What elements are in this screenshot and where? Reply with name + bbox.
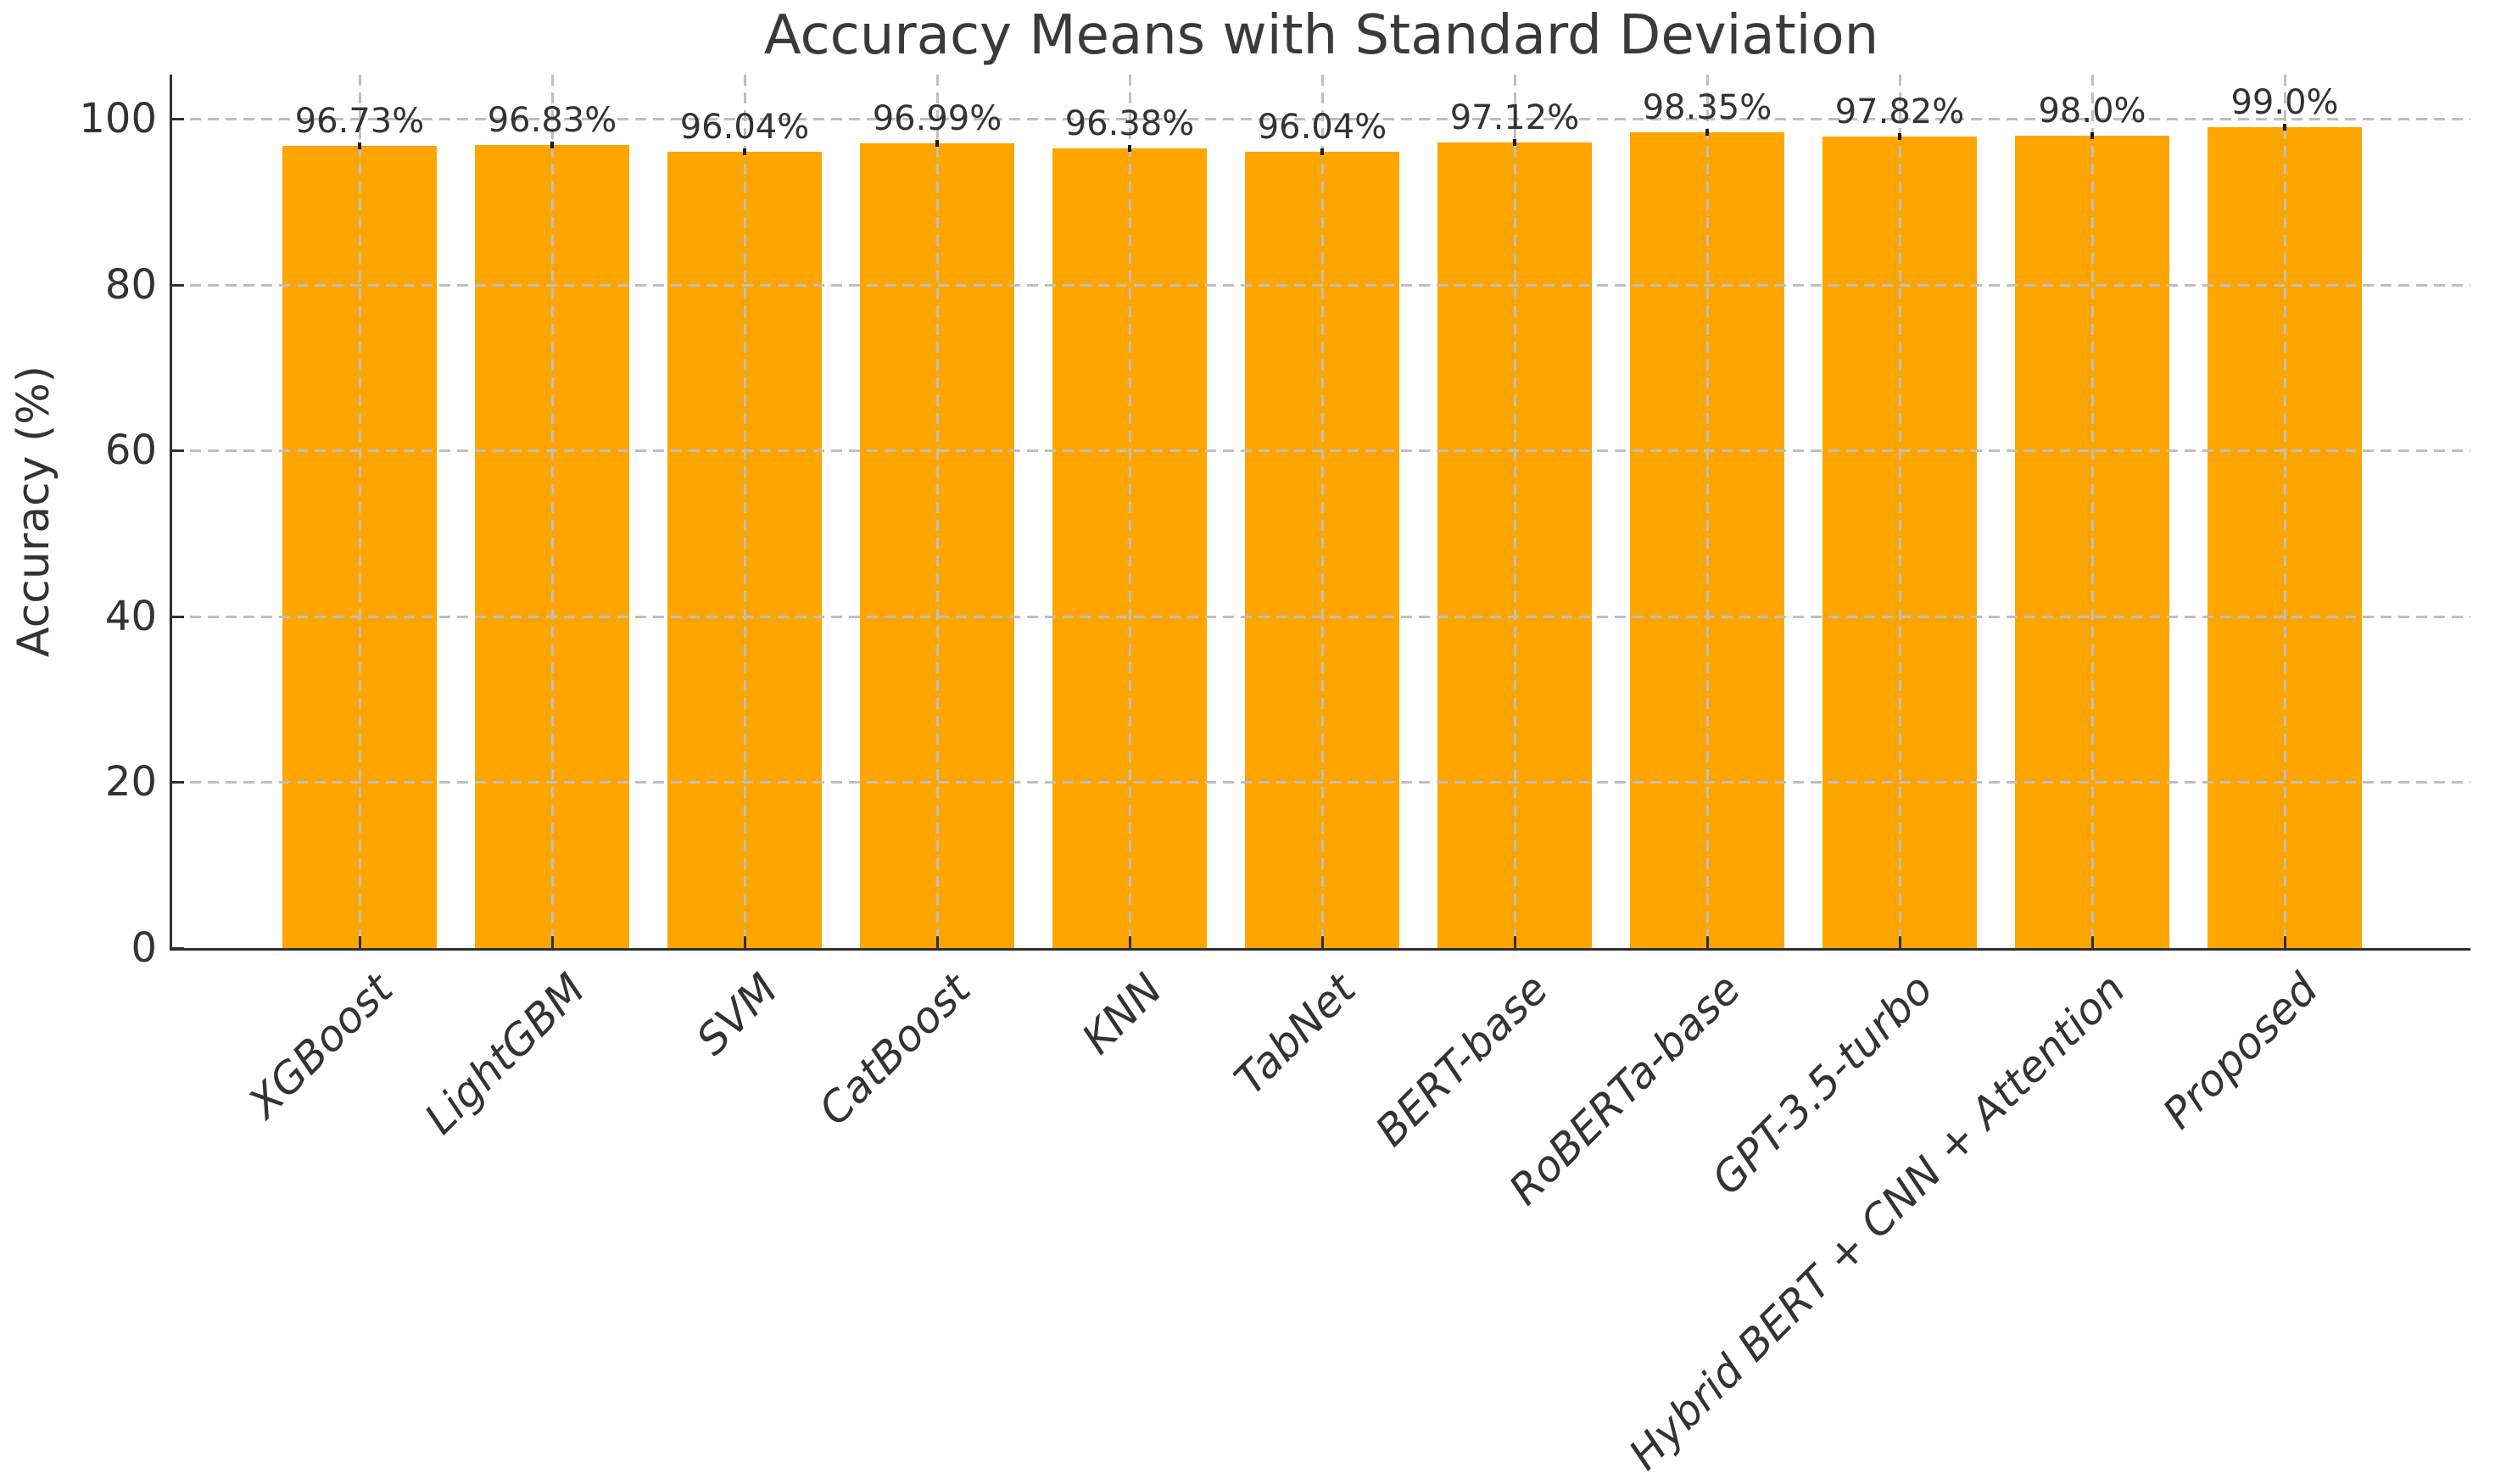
gridline-x-BERT-base: [1514, 75, 1516, 948]
error-bar-SVM: [743, 148, 746, 155]
value-label-CatBoost: 96.99%: [872, 99, 1002, 139]
chart-title: Accuracy Means with Standard Deviation: [763, 4, 1879, 67]
error-bar-LightGBM: [550, 142, 554, 148]
value-label-TabNet: 96.04%: [1257, 107, 1387, 147]
y-tick-100: [172, 118, 184, 120]
gridline-x-Hybrid BERT + CNN + Attention: [2091, 75, 2094, 948]
x-tick-label-Proposed: Proposed: [2152, 964, 2328, 1139]
x-tick-RoBERTa-base: [1706, 936, 1709, 948]
error-bar-CatBoost: [935, 140, 939, 148]
x-tick-LightGBM: [551, 936, 554, 948]
value-label-Hybrid BERT + CNN + Attention: 98.0%: [2038, 91, 2146, 131]
x-tick-XGBoost: [359, 936, 361, 948]
x-tick-Proposed: [2284, 936, 2286, 948]
y-tick-label-80: 80: [104, 260, 157, 309]
value-label-XGBoost: 96.73%: [294, 101, 425, 141]
gridline-x-RoBERTa-base: [1706, 75, 1709, 948]
value-label-Proposed: 99.0%: [2230, 82, 2339, 122]
value-label-RoBERTa-base: 98.35%: [1642, 88, 1772, 128]
x-tick-label-LightGBM: LightGBM: [415, 964, 595, 1144]
x-tick-TabNet: [1321, 936, 1324, 948]
value-label-LightGBM: 96.83%: [487, 101, 617, 140]
gridline-x-CatBoost: [936, 75, 939, 948]
error-bar-RoBERTa-base: [1705, 129, 1709, 137]
gridline-x-GPT-3.5-turbo: [1899, 75, 1901, 948]
gridline-x-Proposed: [2284, 75, 2286, 948]
x-tick-label-SVM: SVM: [687, 964, 788, 1065]
y-tick-label-60: 60: [104, 427, 157, 475]
value-label-BERT-base: 97.12%: [1449, 98, 1580, 138]
error-bar-XGBoost: [358, 142, 361, 149]
x-tick-GPT-3.5-turbo: [1899, 936, 1901, 948]
y-tick-80: [172, 283, 184, 287]
gridline-x-XGBoost: [359, 75, 361, 948]
y-tick-label-40: 40: [104, 592, 157, 640]
value-label-KNN: 96.38%: [1064, 104, 1195, 144]
x-tick-CatBoost: [936, 936, 939, 948]
x-tick-label-BERT-base: BERT-base: [1365, 964, 1558, 1156]
y-tick-label-100: 100: [79, 95, 157, 142]
x-tick-BERT-base: [1514, 936, 1516, 948]
y-tick-60: [172, 449, 184, 453]
error-bar-Hybrid BERT + CNN + Attention: [2090, 131, 2094, 139]
error-bar-BERT-base: [1513, 139, 1516, 147]
x-tick-label-KNN: KNN: [1073, 964, 1173, 1064]
gridline-x-TabNet: [1321, 75, 1324, 948]
x-tick-label-CatBoost: CatBoost: [809, 964, 980, 1135]
gridline-x-SVM: [744, 75, 746, 948]
gridline-x-LightGBM: [551, 75, 554, 948]
x-tick-KNN: [1129, 936, 1131, 948]
y-tick-40: [172, 615, 184, 618]
y-tick-20: [172, 781, 184, 784]
error-bar-GPT-3.5-turbo: [1898, 133, 1901, 141]
error-bar-KNN: [1128, 145, 1131, 153]
y-axis-spine: [170, 75, 172, 951]
y-tick-0: [172, 947, 184, 950]
x-axis-spine: [170, 948, 2470, 951]
value-label-GPT-3.5-turbo: 97.82%: [1834, 92, 1965, 132]
y-tick-label-0: 0: [131, 924, 157, 972]
x-tick-SVM: [744, 936, 746, 948]
error-bar-TabNet: [1320, 148, 1324, 155]
error-bar-Proposed: [2283, 123, 2286, 131]
y-tick-label-20: 20: [104, 758, 157, 806]
x-tick-Hybrid BERT + CNN + Attention: [2091, 936, 2094, 948]
gridline-x-KNN: [1129, 75, 1131, 948]
x-tick-label-TabNet: TabNet: [1225, 964, 1365, 1105]
value-label-SVM: 96.04%: [679, 107, 810, 147]
x-tick-label-XGBoost: XGBoost: [238, 964, 403, 1128]
